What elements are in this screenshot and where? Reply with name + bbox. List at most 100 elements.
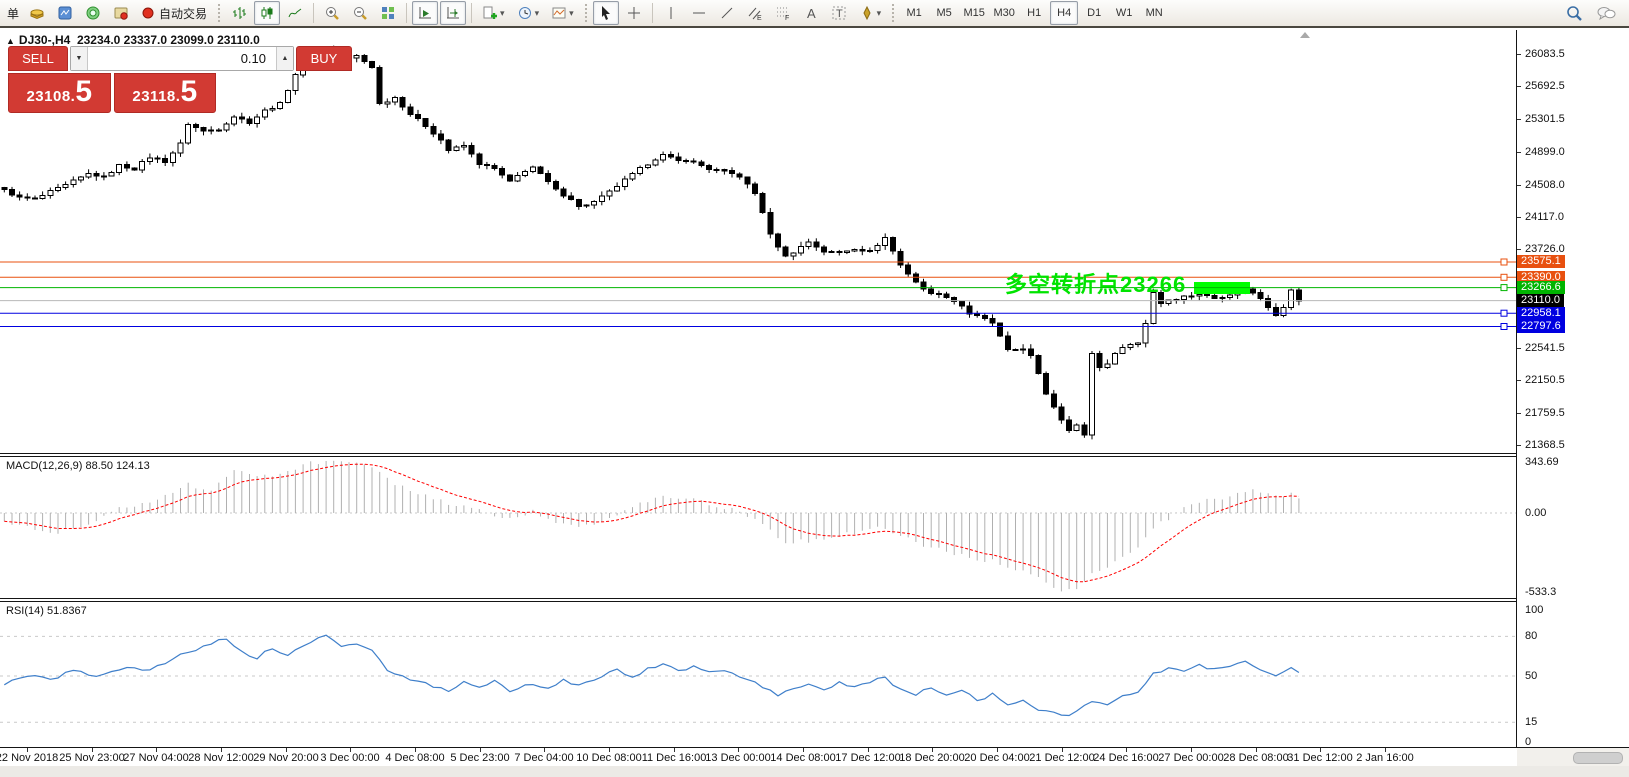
macd-label: MACD(12,26,9) 88.50 124.13: [6, 460, 150, 472]
time-tick: [92, 748, 93, 752]
timeframe-button-H4[interactable]: H4: [1050, 1, 1079, 25]
new-order-icon[interactable]: [24, 1, 50, 25]
chart-symbol-period: DJ30-,H4: [18, 33, 71, 47]
volume-increase-button[interactable]: ▲: [276, 47, 293, 70]
timeframe-button-M15[interactable]: M15: [963, 7, 985, 19]
rsi-scale-label: 15: [1525, 716, 1538, 728]
equidistant-channel-button[interactable]: E: [742, 1, 768, 25]
market-watch-icon[interactable]: [52, 1, 78, 25]
price-chart[interactable]: [0, 30, 1516, 453]
time-axis-label: 14 Dec 08:00: [770, 752, 836, 764]
chart-annotation[interactable]: 多空转折点23266: [1005, 272, 1187, 297]
time-tick: [738, 748, 739, 752]
time-tick: [544, 748, 545, 752]
autotrading-label: 自动交易: [159, 6, 208, 21]
autotrading-status-icon: [142, 7, 154, 19]
templates-button[interactable]: ▾: [546, 1, 579, 25]
time-tick: [415, 748, 416, 752]
buy-button[interactable]: BUY: [296, 46, 352, 71]
autotrading-button[interactable]: 自动交易: [136, 1, 212, 25]
time-tick: [1191, 748, 1192, 752]
h-scrollbar-thumb[interactable]: [1573, 752, 1623, 764]
sell-button[interactable]: SELL: [8, 46, 68, 71]
time-tick: [609, 748, 610, 752]
buy-price-display[interactable]: 23118. 5: [113, 73, 216, 113]
tile-windows-icon[interactable]: [375, 1, 401, 25]
text-button[interactable]: A: [798, 1, 824, 25]
time-axis-label: 17 Dec 12:00: [835, 752, 901, 764]
rsi-scale-label: 100: [1525, 604, 1544, 616]
candlestick-chart-icon[interactable]: [254, 1, 281, 25]
sell-price-display[interactable]: 23108. 5: [8, 73, 111, 113]
vertical-line-button[interactable]: [658, 1, 684, 25]
toolbar-separator: [313, 3, 315, 23]
crosshair-button[interactable]: [621, 1, 647, 25]
line-chart-icon[interactable]: [282, 1, 308, 25]
time-axis-label: 22 Nov 2018: [0, 752, 59, 764]
time-tick: [868, 748, 869, 752]
horizontal-line-button[interactable]: [686, 1, 712, 25]
chart-title: ▲ DJ30-,H4 23234.0 23337.0 23099.0 23110.…: [6, 33, 260, 47]
timeframe-button-M5[interactable]: M5: [936, 7, 952, 19]
time-axis-label: 5 Dec 23:00: [450, 752, 510, 764]
time-axis-border: [0, 747, 1629, 748]
zoom-in-icon[interactable]: [319, 1, 345, 25]
rsi-scale-label: 0: [1525, 736, 1532, 748]
zoom-out-icon[interactable]: [347, 1, 373, 25]
text-label-button[interactable]: T: [826, 1, 852, 25]
time-axis-label: 20 Dec 04:00: [964, 752, 1030, 764]
auto-scroll-icon[interactable]: [412, 1, 439, 25]
chart-shift-icon[interactable]: [440, 1, 467, 25]
timeframe-button-M1[interactable]: M1: [906, 7, 922, 19]
bar-chart-icon[interactable]: [226, 1, 252, 25]
level-price-label: 22797.6: [1517, 320, 1565, 333]
rsi-scale-label: 50: [1525, 670, 1538, 682]
volume-decrease-button[interactable]: ▼: [71, 47, 88, 70]
timeframe-button-MN[interactable]: MN: [1145, 7, 1163, 19]
chart-ohlc-values: 23234.0 23337.0 23099.0 23110.0: [76, 33, 260, 47]
time-tick: [932, 748, 933, 752]
volume-input[interactable]: [88, 47, 276, 70]
dropdown-caret-icon: ▾: [534, 7, 540, 18]
time-axis-label: 18 Dec 20:00: [899, 752, 965, 764]
timeframe-button-M30[interactable]: M30: [993, 7, 1015, 19]
collapse-arrow-icon[interactable]: ▲: [6, 36, 15, 46]
timeframe-button-H1[interactable]: H1: [1027, 7, 1042, 19]
time-axis-label: 29 Nov 20:00: [253, 752, 319, 764]
time-axis-label: 24 Dec 16:00: [1093, 752, 1159, 764]
trendline-button[interactable]: [714, 1, 740, 25]
terminal-icon[interactable]: [108, 1, 134, 25]
time-tick: [27, 748, 28, 752]
navigator-icon[interactable]: [80, 1, 106, 25]
macd-indicator-pane[interactable]: [0, 457, 1516, 598]
time-axis[interactable]: 22 Nov 2018 25 Nov 23:00 27 Nov 04:00 28 No…: [0, 748, 1516, 766]
price-scale-label-tick: [1516, 54, 1521, 55]
periods-button[interactable]: ▾: [512, 1, 545, 25]
price-axis[interactable]: 26083.5 25692.5 25301.5 24899.0 24508.0 24117…: [1516, 30, 1629, 748]
level-price-label: 23266.6: [1517, 281, 1565, 294]
arrows-button[interactable]: ▾: [854, 1, 887, 25]
price-scale-label: 24899.0: [1525, 146, 1565, 158]
pane-splitter[interactable]: [0, 453, 1629, 457]
price-scale-label: 24508.0: [1525, 179, 1565, 191]
timeframe-button-D1[interactable]: D1: [1087, 7, 1102, 19]
search-icon[interactable]: [1561, 1, 1587, 25]
rsi-indicator-pane[interactable]: [0, 602, 1516, 747]
time-axis-label: 25 Nov 23:00: [59, 752, 125, 764]
pane-splitter[interactable]: [0, 598, 1629, 602]
chart-shift-marker[interactable]: [1300, 32, 1310, 38]
cursor-button[interactable]: [592, 1, 619, 25]
price-scale-label-tick: [1516, 445, 1521, 446]
chat-icon[interactable]: [1593, 1, 1619, 25]
timeframe-button-W1[interactable]: W1: [1115, 7, 1133, 19]
time-axis-label: 27 Nov 04:00: [123, 752, 189, 764]
price-scale-label-tick: [1516, 380, 1521, 381]
level-price-label: 23575.1: [1517, 255, 1565, 268]
svg-text:A: A: [807, 6, 816, 21]
fibonacci-button[interactable]: F: [770, 1, 796, 25]
new-order-button-label[interactable]: 单: [7, 6, 20, 21]
price-scale-label: 26083.5: [1525, 48, 1565, 60]
time-axis-label: 21 Dec 12:00: [1029, 752, 1095, 764]
dropdown-caret-icon: ▾: [569, 7, 574, 18]
indicators-button[interactable]: ▾: [477, 1, 510, 25]
